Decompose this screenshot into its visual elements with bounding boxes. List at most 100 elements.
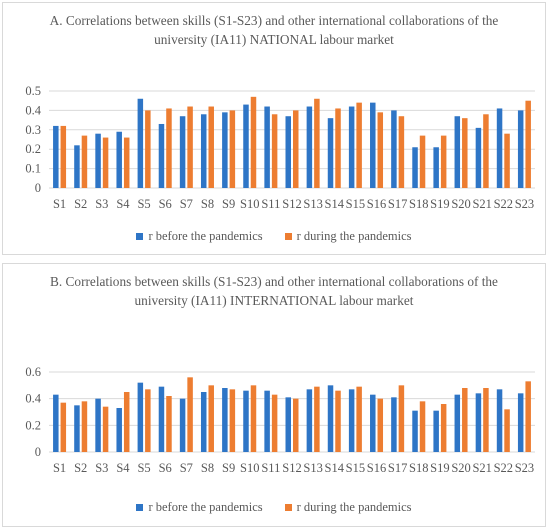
bar-before [179,116,186,188]
bar-before [475,393,482,452]
x-tick-label: S17 [388,461,407,475]
bar-during [525,100,531,188]
x-tick-label: S14 [325,197,345,211]
legend-item-before: r before the pandemics [136,229,263,244]
bar-before [158,123,165,188]
bar-during [60,125,67,188]
bar-before [200,392,207,452]
bar-during [208,385,214,452]
y-tick-label: 0.4 [25,103,41,117]
x-tick-label: S18 [409,461,428,475]
x-tick-label: S10 [240,197,259,211]
x-tick-label: S20 [451,197,470,211]
x-tick-label: S3 [95,197,108,211]
x-tick-label: S4 [116,461,130,475]
bar-before [116,408,122,452]
y-tick-label: 0.5 [25,84,41,98]
bar-during [293,398,299,452]
bar-during [102,406,109,452]
bar-during [440,135,447,188]
bar-during [440,404,447,452]
x-tick-label: S8 [201,197,214,211]
bar-before [517,393,524,452]
bar-during [60,402,67,452]
bar-during [208,106,214,188]
bar-before [243,390,249,452]
x-tick-label: S12 [282,197,301,211]
bar-before [454,394,461,452]
x-tick-label: S2 [74,197,87,211]
bar-before [53,125,59,188]
bar-during [335,390,341,452]
bar-during [504,409,510,452]
legend-item-during: r during the pandemics [284,500,412,515]
legend-label: r before the pandemics [148,500,263,514]
bar-before [285,397,291,452]
x-tick-label: S19 [430,197,449,211]
x-tick-label: S16 [367,197,386,211]
bar-before [74,405,80,452]
legend-label: r before the pandemics [148,229,263,243]
x-tick-label: S2 [74,461,87,475]
bar-before [370,102,376,188]
bar-during [145,389,151,452]
bar-before [306,106,313,188]
bar-during [483,114,489,188]
x-tick-label: S13 [303,461,322,475]
x-tick-label: S15 [346,461,365,475]
bar-before [222,112,228,188]
bar-during [483,388,489,452]
bar-before [95,398,101,452]
bar-during [271,394,278,452]
x-tick-label: S16 [367,461,386,475]
bar-during [356,102,362,188]
bar-before [412,147,418,188]
bar-before [370,394,376,452]
x-tick-label: S20 [451,461,470,475]
legend: r before the pandemics r during the pand… [3,229,545,244]
bar-during [250,96,257,188]
x-tick-label: S4 [116,197,130,211]
x-tick-label: S19 [430,461,449,475]
y-tick-label: 0.2 [25,418,41,432]
x-tick-label: S18 [409,197,428,211]
x-tick-label: S5 [137,461,150,475]
bar-during [123,392,130,452]
x-tick-label: S5 [137,197,150,211]
bar-before [433,410,439,452]
chart-title: A. Correlations between skills (S1-S23) … [49,13,499,47]
bar-during [123,137,130,188]
bar-before [348,106,355,188]
bar-before [116,131,122,188]
bar-during [145,110,151,188]
bar-during [166,108,172,188]
y-tick-label: 0.2 [25,142,41,156]
bar-before [285,116,291,188]
bar-during [525,381,531,452]
x-tick-label: S22 [494,197,513,211]
bar-during [356,386,362,452]
bar-before [496,108,503,188]
bar-before [433,147,439,188]
bar-during [102,137,109,188]
bar-before [517,110,524,188]
bar-before [412,410,418,452]
bar-during [293,110,299,188]
bar-during [81,401,88,452]
bar-before [200,114,207,188]
bar-before [391,397,397,452]
bar-chart-b: 0 0.2 0.4 0.6 S1 S2 S3 S4 S5 S6 S7 S8 S9 S10 S11 S12 S13… [25,365,535,475]
legend-swatch-blue [136,233,144,240]
bar-before [327,118,334,188]
chart-panel-a: A. Correlations between skills (S1-S23) … [2,2,546,255]
bar-during [187,106,193,188]
legend: r before the pandemics r during the pand… [3,500,545,515]
x-tick-label: S15 [346,197,365,211]
x-tick-label: S23 [515,197,534,211]
x-tick-label: S6 [159,461,172,475]
bar-during [504,133,510,188]
x-tick-label: S11 [261,461,280,475]
bar-before [264,106,270,188]
x-tick-label: S1 [53,197,66,211]
bar-before [327,385,334,452]
